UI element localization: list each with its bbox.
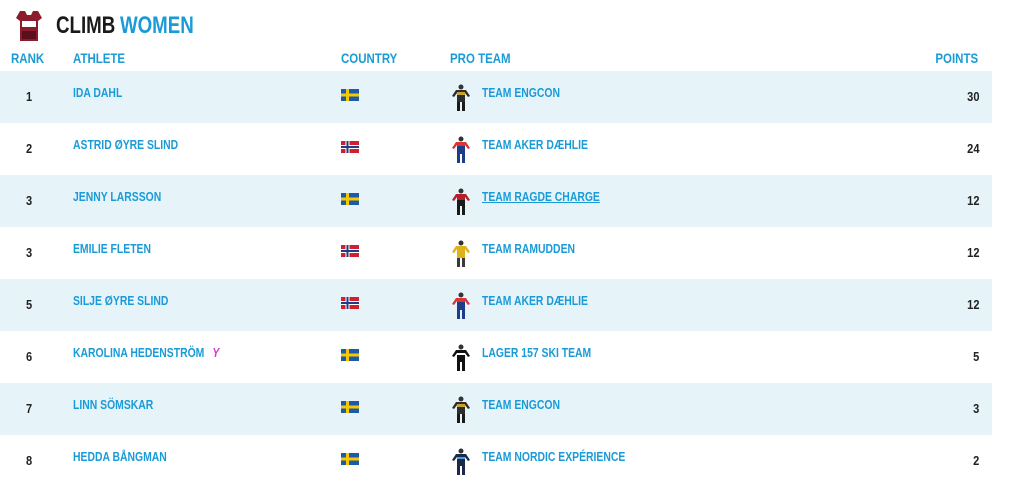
table-row: 3 JENNY LARSSON TEAM RAGDE CHARGE 12 bbox=[0, 175, 992, 227]
points-cell: 30 bbox=[966, 89, 979, 104]
norway-flag-icon bbox=[341, 297, 359, 309]
athlete-link[interactable]: KAROLINA HEDENSTRÖM bbox=[73, 345, 205, 360]
page-title-sub: WOMEN bbox=[119, 12, 194, 39]
norway-flag-icon bbox=[341, 245, 359, 257]
team-ragde-charge-jersey-icon bbox=[452, 188, 470, 215]
team-ramudden-jersey-icon bbox=[452, 240, 470, 267]
team-link[interactable]: TEAM RAGDE CHARGE bbox=[482, 189, 600, 204]
sweden-flag-icon bbox=[341, 453, 359, 465]
athlete-link[interactable]: LINN SÖMSKAR bbox=[73, 397, 154, 412]
rank-cell: 5 bbox=[26, 297, 33, 312]
points-cell: 5 bbox=[972, 349, 979, 364]
rank-cell: 3 bbox=[26, 193, 33, 208]
rank-cell: 1 bbox=[26, 89, 33, 104]
column-header-pro-team[interactable]: PRO TEAM bbox=[450, 50, 511, 66]
norway-flag-icon bbox=[341, 141, 359, 153]
jersey-logo-icon bbox=[16, 11, 42, 41]
rank-cell: 2 bbox=[26, 141, 33, 156]
sweden-flag-icon bbox=[341, 193, 359, 205]
athlete-link[interactable]: ASTRID ØYRE SLIND bbox=[73, 137, 179, 152]
rank-cell: 8 bbox=[26, 453, 33, 468]
table-row: 3 EMILIE FLETEN TEAM RAMUDDEN 12 bbox=[0, 227, 992, 279]
team-link[interactable]: TEAM NORDIC EXPÉRIENCE bbox=[482, 449, 626, 464]
column-header-rank[interactable]: RANK bbox=[11, 50, 45, 66]
points-cell: 12 bbox=[966, 245, 979, 260]
team-link[interactable]: TEAM ENGCON bbox=[482, 85, 560, 100]
table-row: 5 SILJE ØYRE SLIND TEAM AKER DÆHLIE 12 bbox=[0, 279, 992, 331]
athlete-link[interactable]: HEDDA BÅNGMAN bbox=[73, 449, 167, 464]
page-header: CLIMB WOMEN bbox=[14, 6, 233, 46]
standings-table: 1 IDA DAHL TEAM ENGCON 30 2 ASTRID ØYRE … bbox=[0, 71, 992, 487]
team-aker-daehlie-jersey-icon bbox=[452, 136, 470, 163]
rank-cell: 6 bbox=[26, 349, 33, 364]
sweden-flag-icon bbox=[341, 89, 359, 101]
column-header-country[interactable]: COUNTRY bbox=[341, 50, 398, 66]
athlete-cell: KAROLINA HEDENSTRÖM Y bbox=[73, 345, 219, 360]
points-cell: 3 bbox=[972, 401, 979, 416]
athlete-link[interactable]: SILJE ØYRE SLIND bbox=[73, 293, 169, 308]
table-row: 8 HEDDA BÅNGMAN TEAM NORDIC EXPÉRIENCE 2 bbox=[0, 435, 992, 487]
rank-cell: 7 bbox=[26, 401, 33, 416]
team-nordic-experience-jersey-icon bbox=[452, 448, 470, 475]
table-row: 1 IDA DAHL TEAM ENGCON 30 bbox=[0, 71, 992, 123]
column-header-athlete[interactable]: ATHLETE bbox=[73, 50, 126, 66]
points-cell: 2 bbox=[972, 453, 979, 468]
athlete-link[interactable]: IDA DAHL bbox=[73, 85, 123, 100]
column-header-points[interactable]: POINTS bbox=[935, 50, 978, 66]
athlete-link[interactable]: EMILIE FLETEN bbox=[73, 241, 151, 256]
table-row: 2 ASTRID ØYRE SLIND TEAM AKER DÆHLIE 24 bbox=[0, 123, 992, 175]
page-title: CLIMB WOMEN bbox=[56, 12, 194, 40]
team-engcon-jersey-icon bbox=[452, 84, 470, 111]
team-link[interactable]: TEAM ENGCON bbox=[482, 397, 560, 412]
team-link[interactable]: LAGER 157 SKI TEAM bbox=[482, 345, 592, 360]
team-aker-daehlie-jersey-icon bbox=[452, 292, 470, 319]
team-link[interactable]: TEAM RAMUDDEN bbox=[482, 241, 576, 256]
points-cell: 24 bbox=[966, 141, 979, 156]
table-row: 6 KAROLINA HEDENSTRÖM Y LAGER 157 SKI TEA… bbox=[0, 331, 992, 383]
lager-157-jersey-icon bbox=[452, 344, 470, 371]
sweden-flag-icon bbox=[341, 401, 359, 413]
young-rider-icon: Y bbox=[212, 345, 220, 360]
team-link[interactable]: TEAM AKER DÆHLIE bbox=[482, 137, 588, 152]
athlete-link[interactable]: JENNY LARSSON bbox=[73, 189, 162, 204]
page-title-main: CLIMB bbox=[56, 12, 116, 39]
points-cell: 12 bbox=[966, 193, 979, 208]
rank-cell: 3 bbox=[26, 245, 33, 260]
team-engcon-jersey-icon bbox=[452, 396, 470, 423]
team-link[interactable]: TEAM AKER DÆHLIE bbox=[482, 293, 588, 308]
sweden-flag-icon bbox=[341, 349, 359, 361]
table-row: 7 LINN SÖMSKAR TEAM ENGCON 3 bbox=[0, 383, 992, 435]
points-cell: 12 bbox=[966, 297, 979, 312]
